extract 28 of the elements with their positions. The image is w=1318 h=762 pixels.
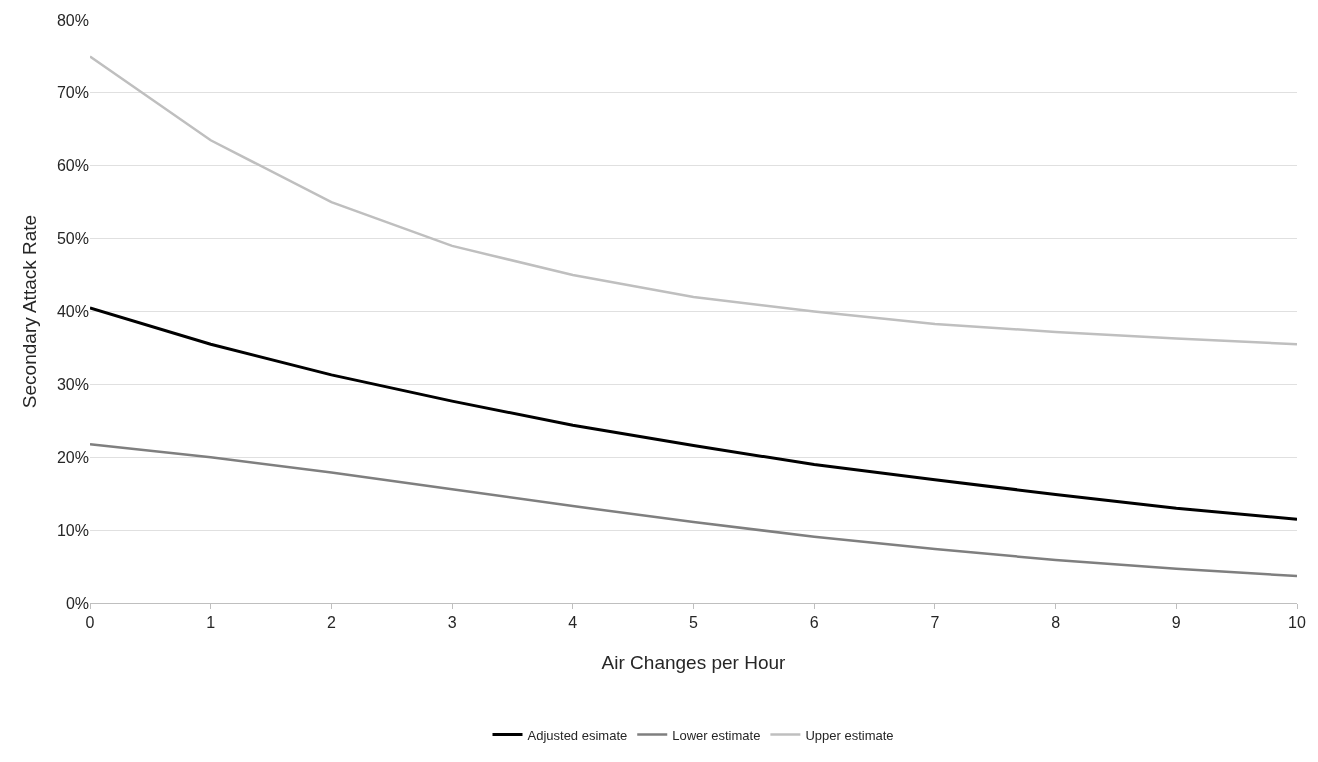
x-tick-label: 2 bbox=[326, 614, 336, 632]
x-tick-label: 4 bbox=[568, 614, 578, 632]
line-series bbox=[90, 55, 1297, 346]
x-tick-label: 10 bbox=[1288, 614, 1306, 632]
line-series bbox=[90, 306, 1297, 521]
x-tick-label: 1 bbox=[206, 614, 216, 632]
legend-label: Upper estimate bbox=[805, 727, 894, 743]
y-tick-label: 70% bbox=[56, 84, 89, 102]
y-tick-label: 0% bbox=[65, 594, 89, 612]
x-tick-label: 9 bbox=[1171, 614, 1181, 632]
y-tick-label: 60% bbox=[56, 157, 89, 175]
y-tick-label: 40% bbox=[56, 303, 89, 321]
x-tick-label: 6 bbox=[809, 614, 819, 632]
y-tick-label: 30% bbox=[56, 375, 89, 393]
y-tick-label: 20% bbox=[56, 448, 89, 466]
x-tick-label: 0 bbox=[85, 614, 95, 632]
y-tick-label: 80% bbox=[56, 11, 89, 29]
x-axis-title: Air Changes per Hour bbox=[601, 652, 787, 673]
legend-label: Adjusted esimate bbox=[527, 727, 628, 743]
x-tick-label: 7 bbox=[930, 614, 940, 632]
x-tick-label: 5 bbox=[689, 614, 699, 632]
line-series bbox=[90, 442, 1297, 578]
y-tick-label: 10% bbox=[56, 521, 89, 539]
y-tick-label: 50% bbox=[56, 230, 89, 248]
x-tick-label: 8 bbox=[1051, 614, 1061, 632]
legend-label: Lower estimate bbox=[672, 727, 761, 743]
y-axis-title: Secondary Attack Rate bbox=[18, 214, 40, 409]
x-tick-label: 3 bbox=[447, 614, 457, 632]
